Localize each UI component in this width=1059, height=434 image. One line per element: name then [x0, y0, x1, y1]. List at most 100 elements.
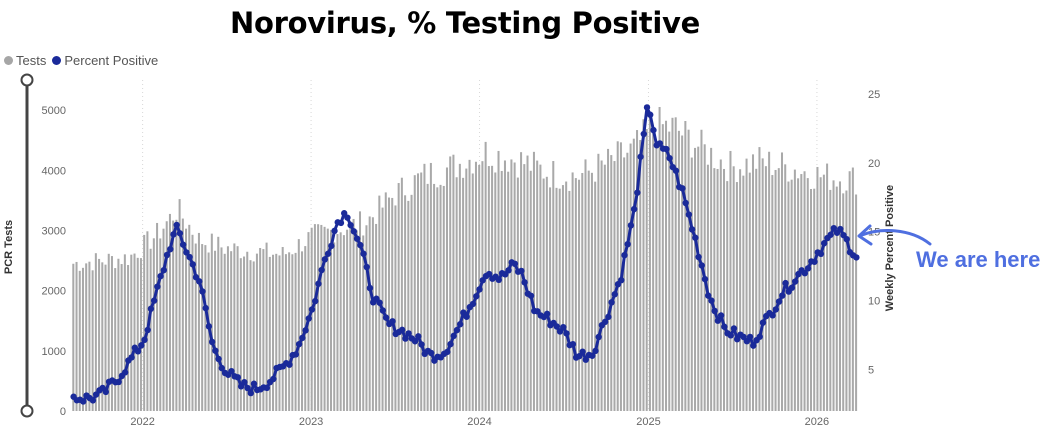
percent-positive-point [286, 361, 293, 368]
percent-positive-point [527, 292, 535, 299]
tests-bar [185, 228, 188, 411]
legend-item-percent-positive[interactable]: Percent Positive [52, 53, 158, 68]
tests-bar [458, 163, 461, 411]
tests-bar [104, 264, 107, 411]
left-axis-ticks: 0 1000 2000 3000 4000 5000 [42, 105, 66, 418]
tests-bar [713, 168, 716, 411]
percent-positive-point [228, 367, 235, 375]
percent-positive-point [167, 245, 174, 253]
tests-bar [159, 238, 162, 411]
right-tick-5: 5 [868, 365, 874, 377]
legend-item-tests[interactable]: Tests [4, 53, 46, 68]
tests-bar [426, 183, 429, 411]
tests-bar [78, 270, 81, 411]
tests-bar [735, 182, 738, 411]
tests-bar [623, 157, 626, 411]
percent-positive-point [360, 250, 367, 257]
legend-label-percent-positive: Percent Positive [64, 53, 159, 68]
tests-bar [648, 117, 651, 411]
percent-positive-point [418, 341, 425, 348]
percent-positive-point [560, 323, 567, 331]
percent-positive-point [141, 336, 148, 344]
percent-positive-point [505, 267, 512, 274]
tests-bar [336, 234, 339, 411]
range-slider-bottom-handle[interactable] [20, 404, 34, 418]
tests-bar [474, 161, 477, 411]
percent-positive-point [353, 235, 361, 242]
tests-bar [803, 171, 806, 411]
tests-bar [694, 147, 697, 411]
tests-bar [806, 178, 809, 411]
percent-positive-point [405, 330, 412, 337]
tests-bar [723, 168, 726, 411]
tests-bar [655, 142, 658, 411]
tests-bar [755, 168, 758, 411]
tests-bar [790, 179, 793, 411]
tests-bar [780, 152, 784, 411]
percent-positive-point [618, 276, 625, 284]
percent-positive-point [247, 389, 254, 397]
tests-bar [117, 258, 120, 411]
range-slider[interactable] [20, 73, 34, 418]
percent-positive-point [176, 230, 184, 237]
percent-positive-point [682, 199, 689, 207]
tests-bar [252, 261, 255, 411]
percent-positive-point [302, 327, 309, 334]
percent-positive-point [427, 349, 435, 357]
percent-positive-point [711, 307, 718, 315]
tests-bar [848, 171, 851, 411]
percent-positive-point [782, 279, 789, 287]
tests-bar [355, 230, 358, 411]
tests-bar [175, 219, 178, 411]
tests-bar [449, 156, 452, 411]
percent-positive-point [186, 253, 193, 261]
percent-positive-point [582, 356, 589, 363]
range-slider-top-handle[interactable] [20, 73, 34, 87]
tests-bar [317, 224, 320, 411]
percent-positive-point [215, 355, 222, 363]
tests-bar [88, 261, 91, 411]
percent-positive-point [630, 205, 638, 213]
percent-positive-point [775, 298, 783, 305]
tests-bar [529, 170, 532, 411]
tests-bar [481, 161, 484, 411]
percent-positive-point [656, 140, 664, 147]
tests-bar [684, 121, 687, 411]
tests-bar [571, 172, 574, 411]
percent-positive-point [350, 228, 358, 235]
left-tick-5000: 5000 [42, 105, 66, 117]
tests-bar [532, 151, 535, 411]
tests-bar [301, 251, 304, 411]
percent-positive-point [595, 333, 602, 341]
tests-bar [838, 181, 841, 411]
percent-positive-point [347, 221, 354, 229]
tests-bar [120, 264, 123, 411]
tests-bar [523, 164, 526, 411]
percent-positive-point [154, 283, 161, 290]
legend-swatch-tests [4, 56, 13, 65]
tests-bar [813, 188, 816, 411]
tests-bar [751, 154, 755, 411]
tests-bar [726, 181, 729, 411]
tests-bar [243, 256, 246, 411]
tests-bar [214, 250, 217, 411]
percent-positive-point [714, 317, 722, 324]
tests-bar [152, 238, 155, 411]
left-axis-title: PCR Tests [3, 220, 15, 274]
percent-positive-point [804, 265, 812, 272]
percent-positive-points [70, 104, 860, 405]
tests-bar [462, 177, 465, 411]
legend-label-tests: Tests [16, 53, 47, 68]
percent-positive-point [241, 378, 248, 386]
tests-bar [764, 166, 767, 411]
tests-bar [677, 130, 680, 411]
tests-bar [581, 172, 584, 411]
tests-bar [465, 168, 468, 411]
percent-positive-point [779, 292, 786, 299]
tests-bars [72, 107, 858, 412]
tests-bar [352, 218, 355, 411]
tests-bar [384, 192, 387, 411]
tests-bar [607, 148, 610, 411]
tests-bar [832, 180, 835, 411]
tests-bar [255, 253, 258, 411]
